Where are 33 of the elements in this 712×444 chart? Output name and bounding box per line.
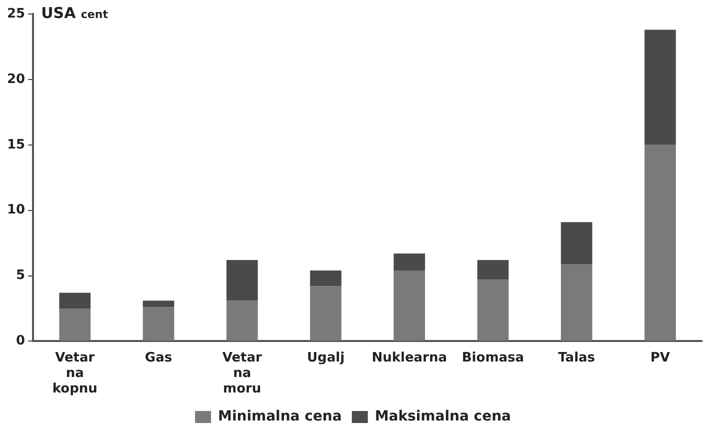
x-tick-label: Ugalj bbox=[306, 350, 345, 366]
legend-label: Maksimalna cena bbox=[374, 408, 511, 425]
bar bbox=[310, 270, 342, 286]
bar bbox=[59, 292, 91, 308]
bar bbox=[226, 300, 258, 341]
x-tick-label: Gas bbox=[144, 350, 172, 366]
y-axis-title: USA cent bbox=[41, 4, 108, 22]
bar bbox=[644, 144, 676, 341]
bar bbox=[560, 222, 592, 264]
y-tick-label: 5 bbox=[16, 268, 26, 284]
legend-label: Minimalna cena bbox=[218, 408, 342, 425]
bar bbox=[226, 260, 258, 301]
y-tick-label: 10 bbox=[6, 202, 26, 218]
bar bbox=[560, 264, 592, 341]
x-tick-label: PV bbox=[650, 350, 670, 366]
bar bbox=[394, 270, 426, 341]
bar bbox=[310, 286, 342, 341]
x-tick-label: Nuklearna bbox=[372, 350, 447, 366]
bar bbox=[644, 30, 676, 145]
x-tick-label: Vetar na kopnu bbox=[52, 350, 98, 397]
y-tick-label: 20 bbox=[6, 72, 26, 87]
bar bbox=[477, 280, 509, 341]
x-tick-label: Talas bbox=[558, 350, 596, 366]
bar bbox=[142, 300, 174, 308]
y-tick-label: 15 bbox=[6, 137, 26, 152]
bar bbox=[394, 254, 426, 271]
bar bbox=[59, 308, 91, 341]
y-tick-label: 0 bbox=[16, 334, 26, 349]
x-tick-label: Biomasa bbox=[462, 350, 524, 366]
y-tick-label: 25 bbox=[6, 6, 26, 22]
bar bbox=[477, 260, 509, 280]
x-tick-label: Vetar na moru bbox=[222, 350, 262, 397]
bar bbox=[142, 307, 174, 341]
